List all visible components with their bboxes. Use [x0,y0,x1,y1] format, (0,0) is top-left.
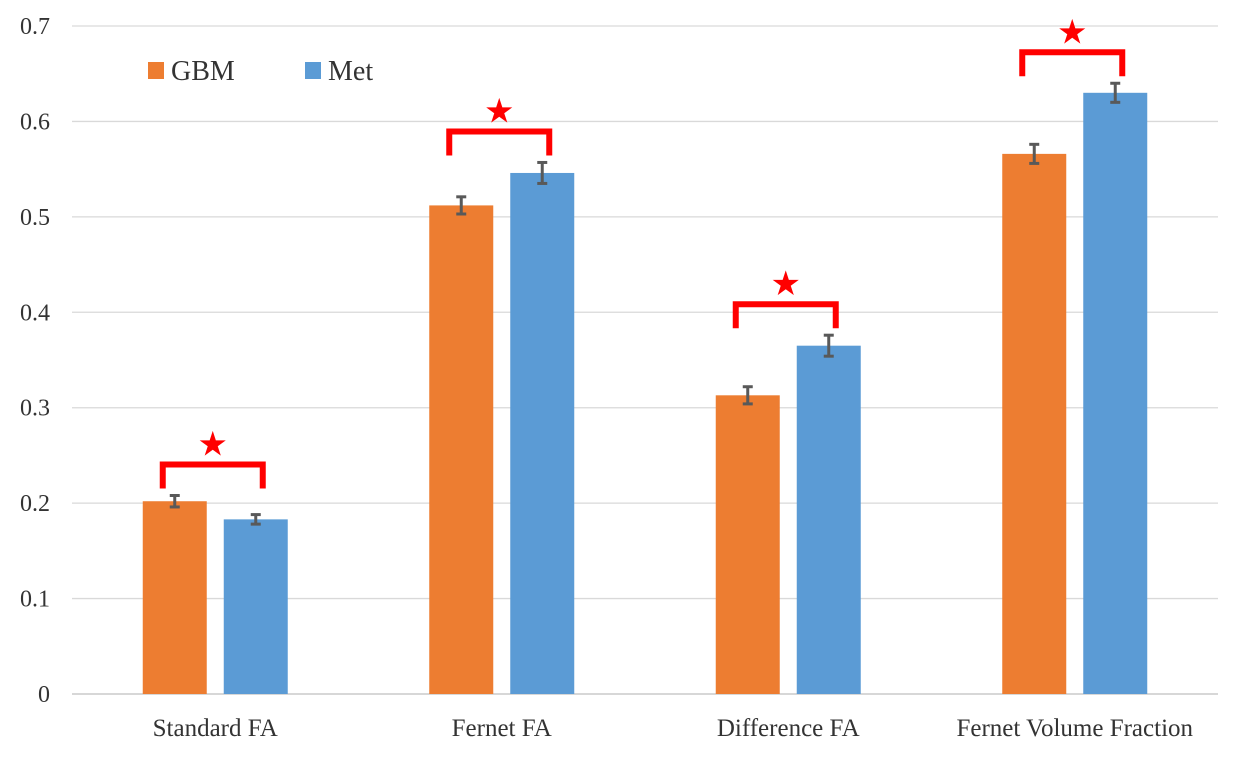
significance-bracket [159,461,266,489]
y-tick-label: 0.2 [20,491,50,517]
significance-star-icon: ★ [771,264,801,304]
bar-gbm [142,501,207,694]
category-label: Fernet Volume Fraction [956,715,1193,742]
x-axis-category-labels: Standard FA Fernet FA Difference FA Fernet … [153,715,1194,742]
y-axis-tick-labels: 0 0.1 0.2 0.3 0.4 0.5 0.6 0.7 [20,14,50,708]
significance-star-icon: ★ [1057,12,1087,52]
category-label: Difference FA [717,715,860,742]
bar-gbm [1002,153,1067,695]
legend-swatch-met [305,62,321,79]
y-tick-label: 0.5 [20,205,50,231]
legend: GBM Met [148,56,373,87]
bar-met [796,345,861,694]
bars [142,81,1148,695]
legend-label: Met [328,56,373,87]
bar-gbm [429,205,494,695]
significance-star-icon: ★ [198,425,228,465]
bar-met [510,172,575,694]
legend-label: GBM [171,56,235,87]
bar-met [1083,92,1148,695]
significance-bracket [446,128,553,156]
category-label: Standard FA [153,715,278,742]
y-tick-label: 0.3 [20,396,50,422]
significance-star-icon: ★ [484,91,514,131]
bar-met [223,519,288,694]
y-tick-label: 0.1 [20,587,50,613]
y-tick-label: 0 [38,682,50,708]
category-label: Fernet FA [452,715,552,742]
significance-markers: ★ ★ ★ ★ [159,12,1126,489]
legend-swatch-gbm [148,62,164,79]
y-tick-label: 0.4 [20,300,50,326]
significance-bracket [732,301,839,329]
bar-gbm [715,395,780,694]
significance-bracket [1019,49,1126,77]
y-tick-label: 0.7 [20,14,50,40]
y-tick-label: 0.6 [20,109,50,135]
